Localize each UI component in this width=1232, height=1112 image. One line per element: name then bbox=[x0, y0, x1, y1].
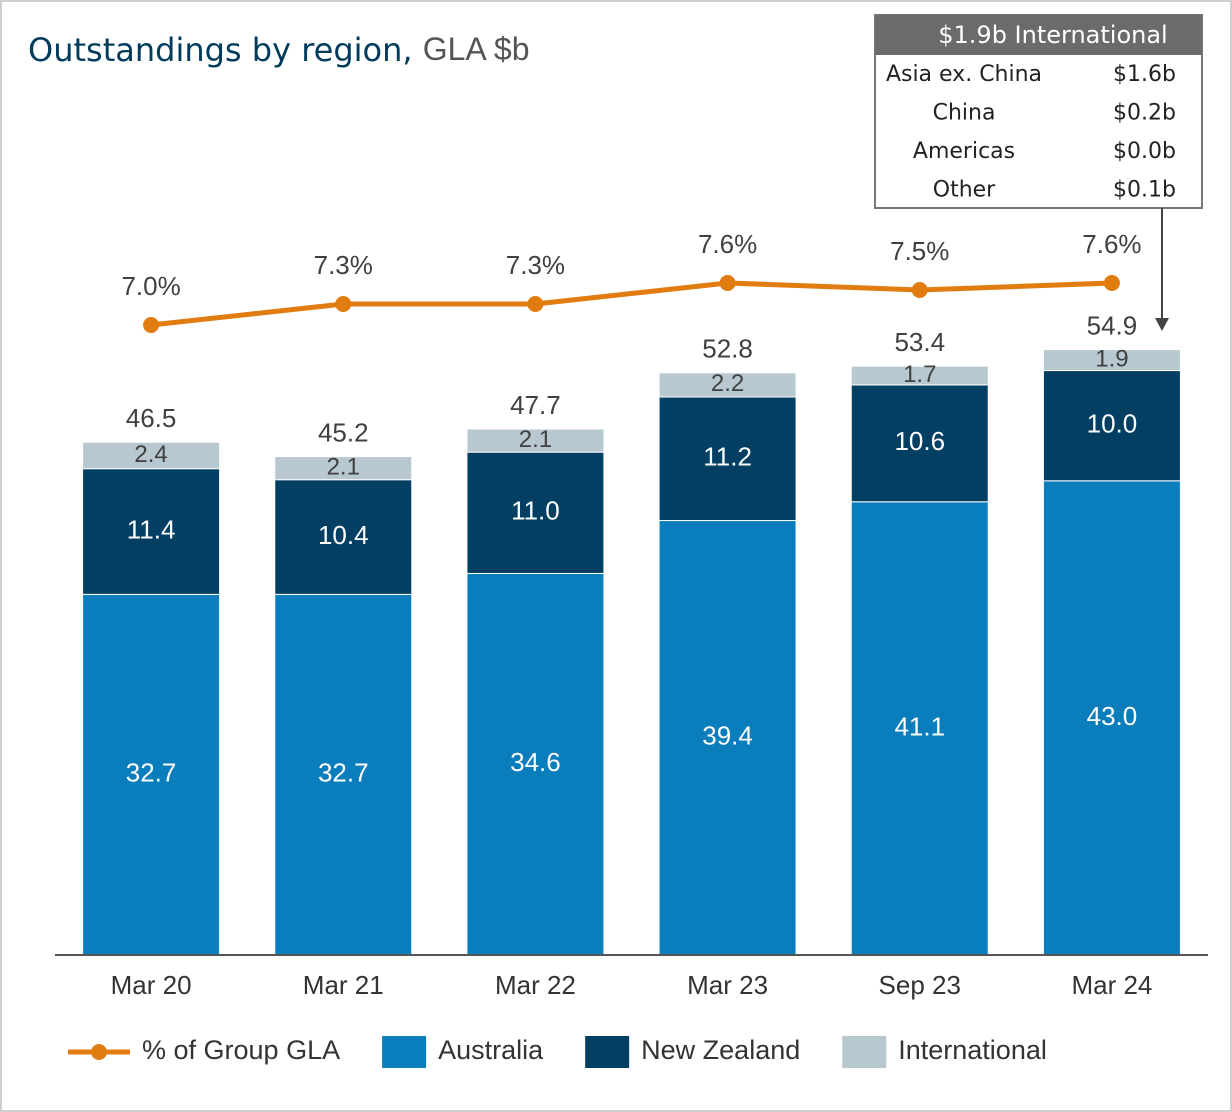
bar-value-label: 10.4 bbox=[318, 520, 369, 550]
subtitle: GLA $b bbox=[423, 31, 530, 67]
line-point bbox=[911, 282, 928, 298]
bar-segment bbox=[466, 451, 605, 574]
total-label: 47.7 bbox=[510, 390, 561, 420]
bar-segment bbox=[1042, 349, 1181, 372]
inset-region: Asia ex. China bbox=[886, 62, 1042, 87]
bar-value-label: 34.6 bbox=[510, 747, 561, 777]
bar-segment bbox=[82, 593, 221, 956]
bar-value-label: 2.4 bbox=[134, 441, 167, 468]
bar-value-label: 11.0 bbox=[511, 496, 560, 526]
inset-region: Other bbox=[933, 178, 996, 203]
legend-label: International bbox=[898, 1035, 1047, 1065]
bar-segment bbox=[658, 396, 797, 522]
arrow-head bbox=[1155, 318, 1169, 331]
line-value-label: 7.6% bbox=[1082, 229, 1141, 259]
bar-segment bbox=[274, 456, 413, 481]
inset-amount: $1.6b bbox=[1113, 62, 1176, 87]
bar-value-label: 11.4 bbox=[127, 514, 176, 544]
total-label: 54.9 bbox=[1087, 310, 1138, 340]
bar-value-label: 1.7 bbox=[903, 361, 936, 388]
inset-header bbox=[875, 15, 1202, 55]
inset-table bbox=[874, 14, 1203, 331]
bar-segment bbox=[1042, 370, 1181, 482]
bar-segment bbox=[658, 520, 797, 956]
line-point bbox=[527, 296, 544, 312]
legend-swatch bbox=[585, 1036, 630, 1068]
x-tick-label: Mar 24 bbox=[1071, 970, 1152, 1000]
bar-value-label: 32.7 bbox=[318, 758, 369, 788]
legend-label: % of Group GLA bbox=[142, 1035, 340, 1065]
bar-value-label: 11.2 bbox=[703, 442, 752, 472]
legend-label: New Zealand bbox=[641, 1035, 800, 1065]
bar-value-label: 39.4 bbox=[702, 721, 753, 751]
inset-amount: $0.2b bbox=[1113, 101, 1176, 126]
x-tick-label: Sep 23 bbox=[879, 970, 961, 1000]
bar-segment bbox=[850, 384, 989, 503]
inset-title: $1.9b International bbox=[938, 21, 1167, 49]
line-value-label: 7.3% bbox=[314, 250, 373, 280]
line-point bbox=[143, 317, 160, 333]
line-value-label: 7.5% bbox=[890, 236, 949, 266]
total-label: 45.2 bbox=[318, 417, 369, 447]
line-point bbox=[719, 275, 736, 291]
line-point bbox=[335, 296, 352, 312]
total-label: 52.8 bbox=[702, 334, 753, 364]
x-tick-label: Mar 22 bbox=[495, 970, 576, 1000]
legend-marker bbox=[91, 1044, 107, 1060]
bar-segment bbox=[658, 372, 797, 398]
title: Outstandings by region, bbox=[28, 31, 413, 69]
bar-segment bbox=[82, 441, 221, 470]
x-tick-label: Mar 23 bbox=[687, 970, 768, 1000]
bar-value-label: 2.1 bbox=[519, 426, 552, 453]
x-tick-label: Mar 21 bbox=[303, 970, 384, 1000]
line-point bbox=[1103, 275, 1120, 291]
bar-segment bbox=[466, 428, 605, 453]
bar-value-label: 10.6 bbox=[894, 426, 945, 456]
total-label: 53.4 bbox=[894, 327, 945, 357]
line-value-label: 7.3% bbox=[506, 250, 565, 280]
line-value-label: 7.0% bbox=[121, 271, 180, 301]
bar-value-label: 1.9 bbox=[1095, 345, 1128, 372]
line-series bbox=[150, 280, 1113, 328]
chart-title: Outstandings by region, GLA $b bbox=[28, 31, 529, 69]
total-label: 46.5 bbox=[126, 403, 177, 433]
bar-value-label: 43.0 bbox=[1087, 701, 1138, 731]
inset-region: China bbox=[933, 101, 996, 126]
inset-amount: $0.1b bbox=[1113, 178, 1176, 203]
line-value-label: 7.6% bbox=[698, 229, 757, 259]
inset-region: Americas bbox=[913, 139, 1015, 164]
bar-segment bbox=[850, 501, 989, 956]
bar-value-label: 2.1 bbox=[327, 453, 360, 480]
x-tick-label: Mar 20 bbox=[111, 970, 192, 1000]
bar-segment bbox=[466, 572, 605, 956]
bar-value-label: 10.0 bbox=[1087, 409, 1138, 439]
bar-value-label: 32.7 bbox=[126, 758, 177, 788]
bar-segment bbox=[274, 479, 413, 595]
legend-swatch bbox=[842, 1036, 887, 1068]
legend-swatch bbox=[382, 1036, 427, 1068]
inset-amount: $0.0b bbox=[1113, 139, 1176, 164]
bar-segment bbox=[1042, 480, 1181, 956]
bar-value-label: 2.2 bbox=[711, 370, 744, 397]
bar-value-label: 41.1 bbox=[894, 711, 945, 741]
legend-label: Australia bbox=[438, 1035, 544, 1065]
bar-segment bbox=[850, 365, 989, 386]
